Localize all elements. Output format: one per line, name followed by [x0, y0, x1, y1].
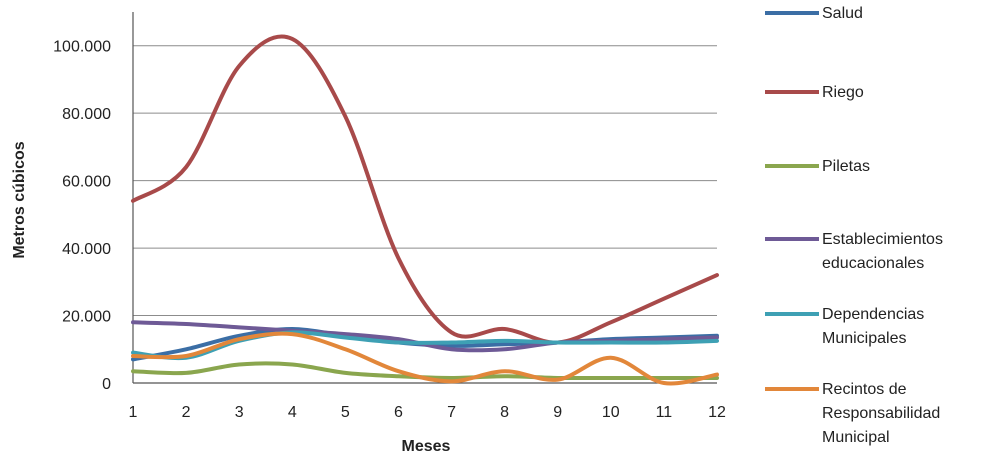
y-tick-label: 0 — [102, 376, 111, 393]
legend-entry: Recintos de Responsabilidad Municipal — [765, 381, 940, 446]
legend-label: Piletas — [822, 158, 870, 175]
x-tick-label: 9 — [553, 404, 562, 421]
legend-label: Dependencias — [822, 306, 924, 323]
gridlines — [133, 45, 717, 317]
legend-label: Recintos de — [822, 381, 907, 398]
series-line-2 — [131, 34, 719, 345]
legend: Salud Riego Piletas Establecimientos educaci… — [765, 5, 943, 446]
series-line-6 — [131, 331, 719, 386]
legend-label: Responsabilidad — [822, 405, 940, 422]
x-tick-label: 4 — [288, 404, 297, 421]
y-tick-label: 40.000 — [62, 241, 111, 258]
legend-label: educacionales — [822, 255, 924, 272]
legend-entry: Salud — [765, 5, 863, 22]
y-tick-label: 80.000 — [62, 106, 111, 123]
x-tick-label: 8 — [500, 404, 509, 421]
x-tick-label: 3 — [235, 404, 244, 421]
legend-entry: Establecimientos educacionales — [765, 231, 943, 272]
legend-label: Establecimientos — [822, 231, 943, 248]
x-tick-label: 10 — [602, 404, 620, 421]
legend-entry: Dependencias Municipales — [765, 306, 924, 347]
legend-entry: Riego — [765, 84, 864, 101]
legend-label: Municipal — [822, 429, 890, 446]
series-lines — [131, 34, 719, 386]
x-tick-labels: 1 2 3 4 5 6 7 8 9 10 11 12 — [129, 404, 726, 421]
x-tick-label: 12 — [708, 404, 726, 421]
legend-label: Municipales — [822, 330, 906, 347]
y-axis-title: Metros cúbicos — [11, 141, 28, 258]
x-tick-label: 11 — [656, 404, 673, 421]
y-tick-label: 100.000 — [53, 39, 111, 56]
x-tick-label: 5 — [341, 404, 350, 421]
x-tick-label: 2 — [182, 404, 191, 421]
legend-label: Salud — [822, 5, 863, 22]
x-tick-label: 6 — [394, 404, 403, 421]
legend-label: Riego — [822, 84, 864, 101]
y-tick-label: 60.000 — [62, 174, 111, 191]
y-tick-label: 20.000 — [62, 309, 111, 326]
x-axis-title: Meses — [402, 438, 451, 455]
x-tick-label: 7 — [447, 404, 456, 421]
x-tick-label: 1 — [129, 404, 138, 421]
legend-entry: Piletas — [765, 158, 870, 175]
y-tick-labels: 0 20.000 40.000 60.000 80.000 100.000 — [53, 39, 111, 393]
